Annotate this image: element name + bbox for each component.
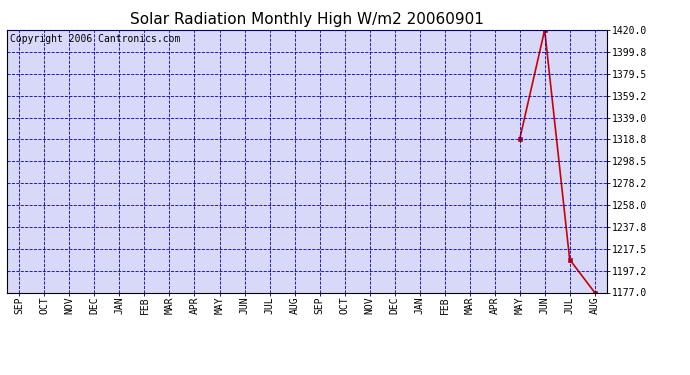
- Title: Solar Radiation Monthly High W/m2 20060901: Solar Radiation Monthly High W/m2 200609…: [130, 12, 484, 27]
- Text: Copyright 2006 Cantronics.com: Copyright 2006 Cantronics.com: [10, 34, 180, 44]
